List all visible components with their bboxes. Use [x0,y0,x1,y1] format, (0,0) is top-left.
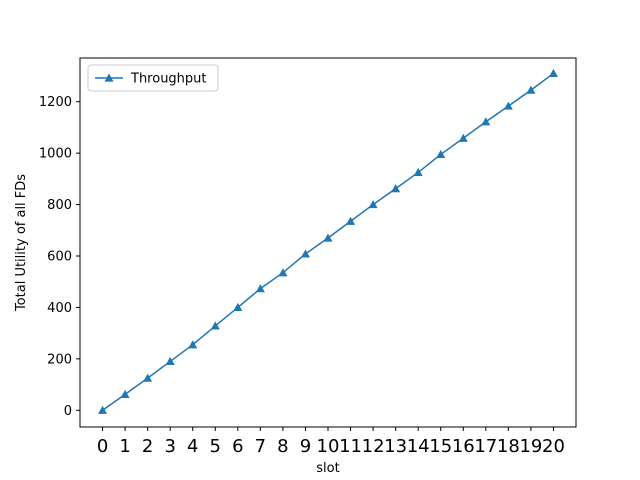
x-tick-label: 10 [317,436,340,457]
x-tick-label: 12 [362,436,385,457]
data-point-marker [98,405,108,414]
data-point-marker [413,167,423,177]
data-point-marker [503,101,513,110]
x-tick-label: 2 [142,436,153,457]
legend-marker-swatch [104,73,114,82]
data-point-marker [210,321,220,330]
x-tick-label: 20 [542,436,565,457]
x-tick-label: 17 [474,436,497,457]
x-tick-label: 14 [407,436,430,457]
x-tick-label: 7 [255,436,266,457]
x-tick-label: 16 [452,436,475,457]
data-point-marker [300,249,310,258]
data-point-marker [548,68,558,78]
y-tick-label: 400 [47,301,72,316]
data-point-marker [120,389,130,398]
plot-series-layer [98,68,558,414]
legend-box [87,64,219,92]
x-tick-label: 11 [339,436,362,457]
x-tick-label: 5 [210,436,221,457]
y-tick-label: 1200 [39,95,72,110]
y-tick-label: 0 [64,404,72,419]
x-tick-label: 15 [429,436,452,457]
x-tick-label: 4 [187,436,198,457]
x-axis-label: slot [316,461,339,476]
x-tick-label: 13 [384,436,407,457]
x-tick-label: 8 [277,436,288,457]
x-axis-ticks: 0 1 2 3 4 5 6 7 8 9 10 11 12 13 14 15 16 17 18 19 20 [97,427,565,457]
legend-entry-label: Throughput [130,72,207,87]
data-point-marker [188,340,198,349]
data-point-marker [278,268,288,277]
x-tick-label: 18 [497,436,520,457]
x-tick-label: 6 [232,436,243,457]
data-point-marker [143,373,153,382]
data-point-marker [526,85,536,94]
y-tick-label: 800 [47,198,72,213]
x-tick-label: 19 [519,436,542,457]
data-point-marker [346,216,356,225]
data-point-marker [323,233,333,242]
data-point-marker [368,200,378,209]
x-tick-label: 9 [300,436,311,457]
x-tick-label: 1 [119,436,130,457]
x-tick-label: 0 [97,436,108,457]
y-tick-label: 1000 [39,147,72,162]
data-point-marker [391,184,401,193]
data-point-marker [458,133,468,142]
y-axis-label: Total Utility of all FDs [14,174,29,312]
legend: Throughput [87,64,219,92]
y-tick-label: 600 [47,250,72,265]
data-point-marker [436,149,446,159]
x-tick-label: 3 [164,436,175,457]
data-point-marker [481,117,491,126]
y-tick-label: 200 [47,352,72,367]
data-point-marker [233,302,243,312]
data-point-marker [165,356,175,366]
y-axis-ticks: 0 200 400 600 800 1000 1200 [39,95,80,419]
data-point-marker [255,284,265,293]
